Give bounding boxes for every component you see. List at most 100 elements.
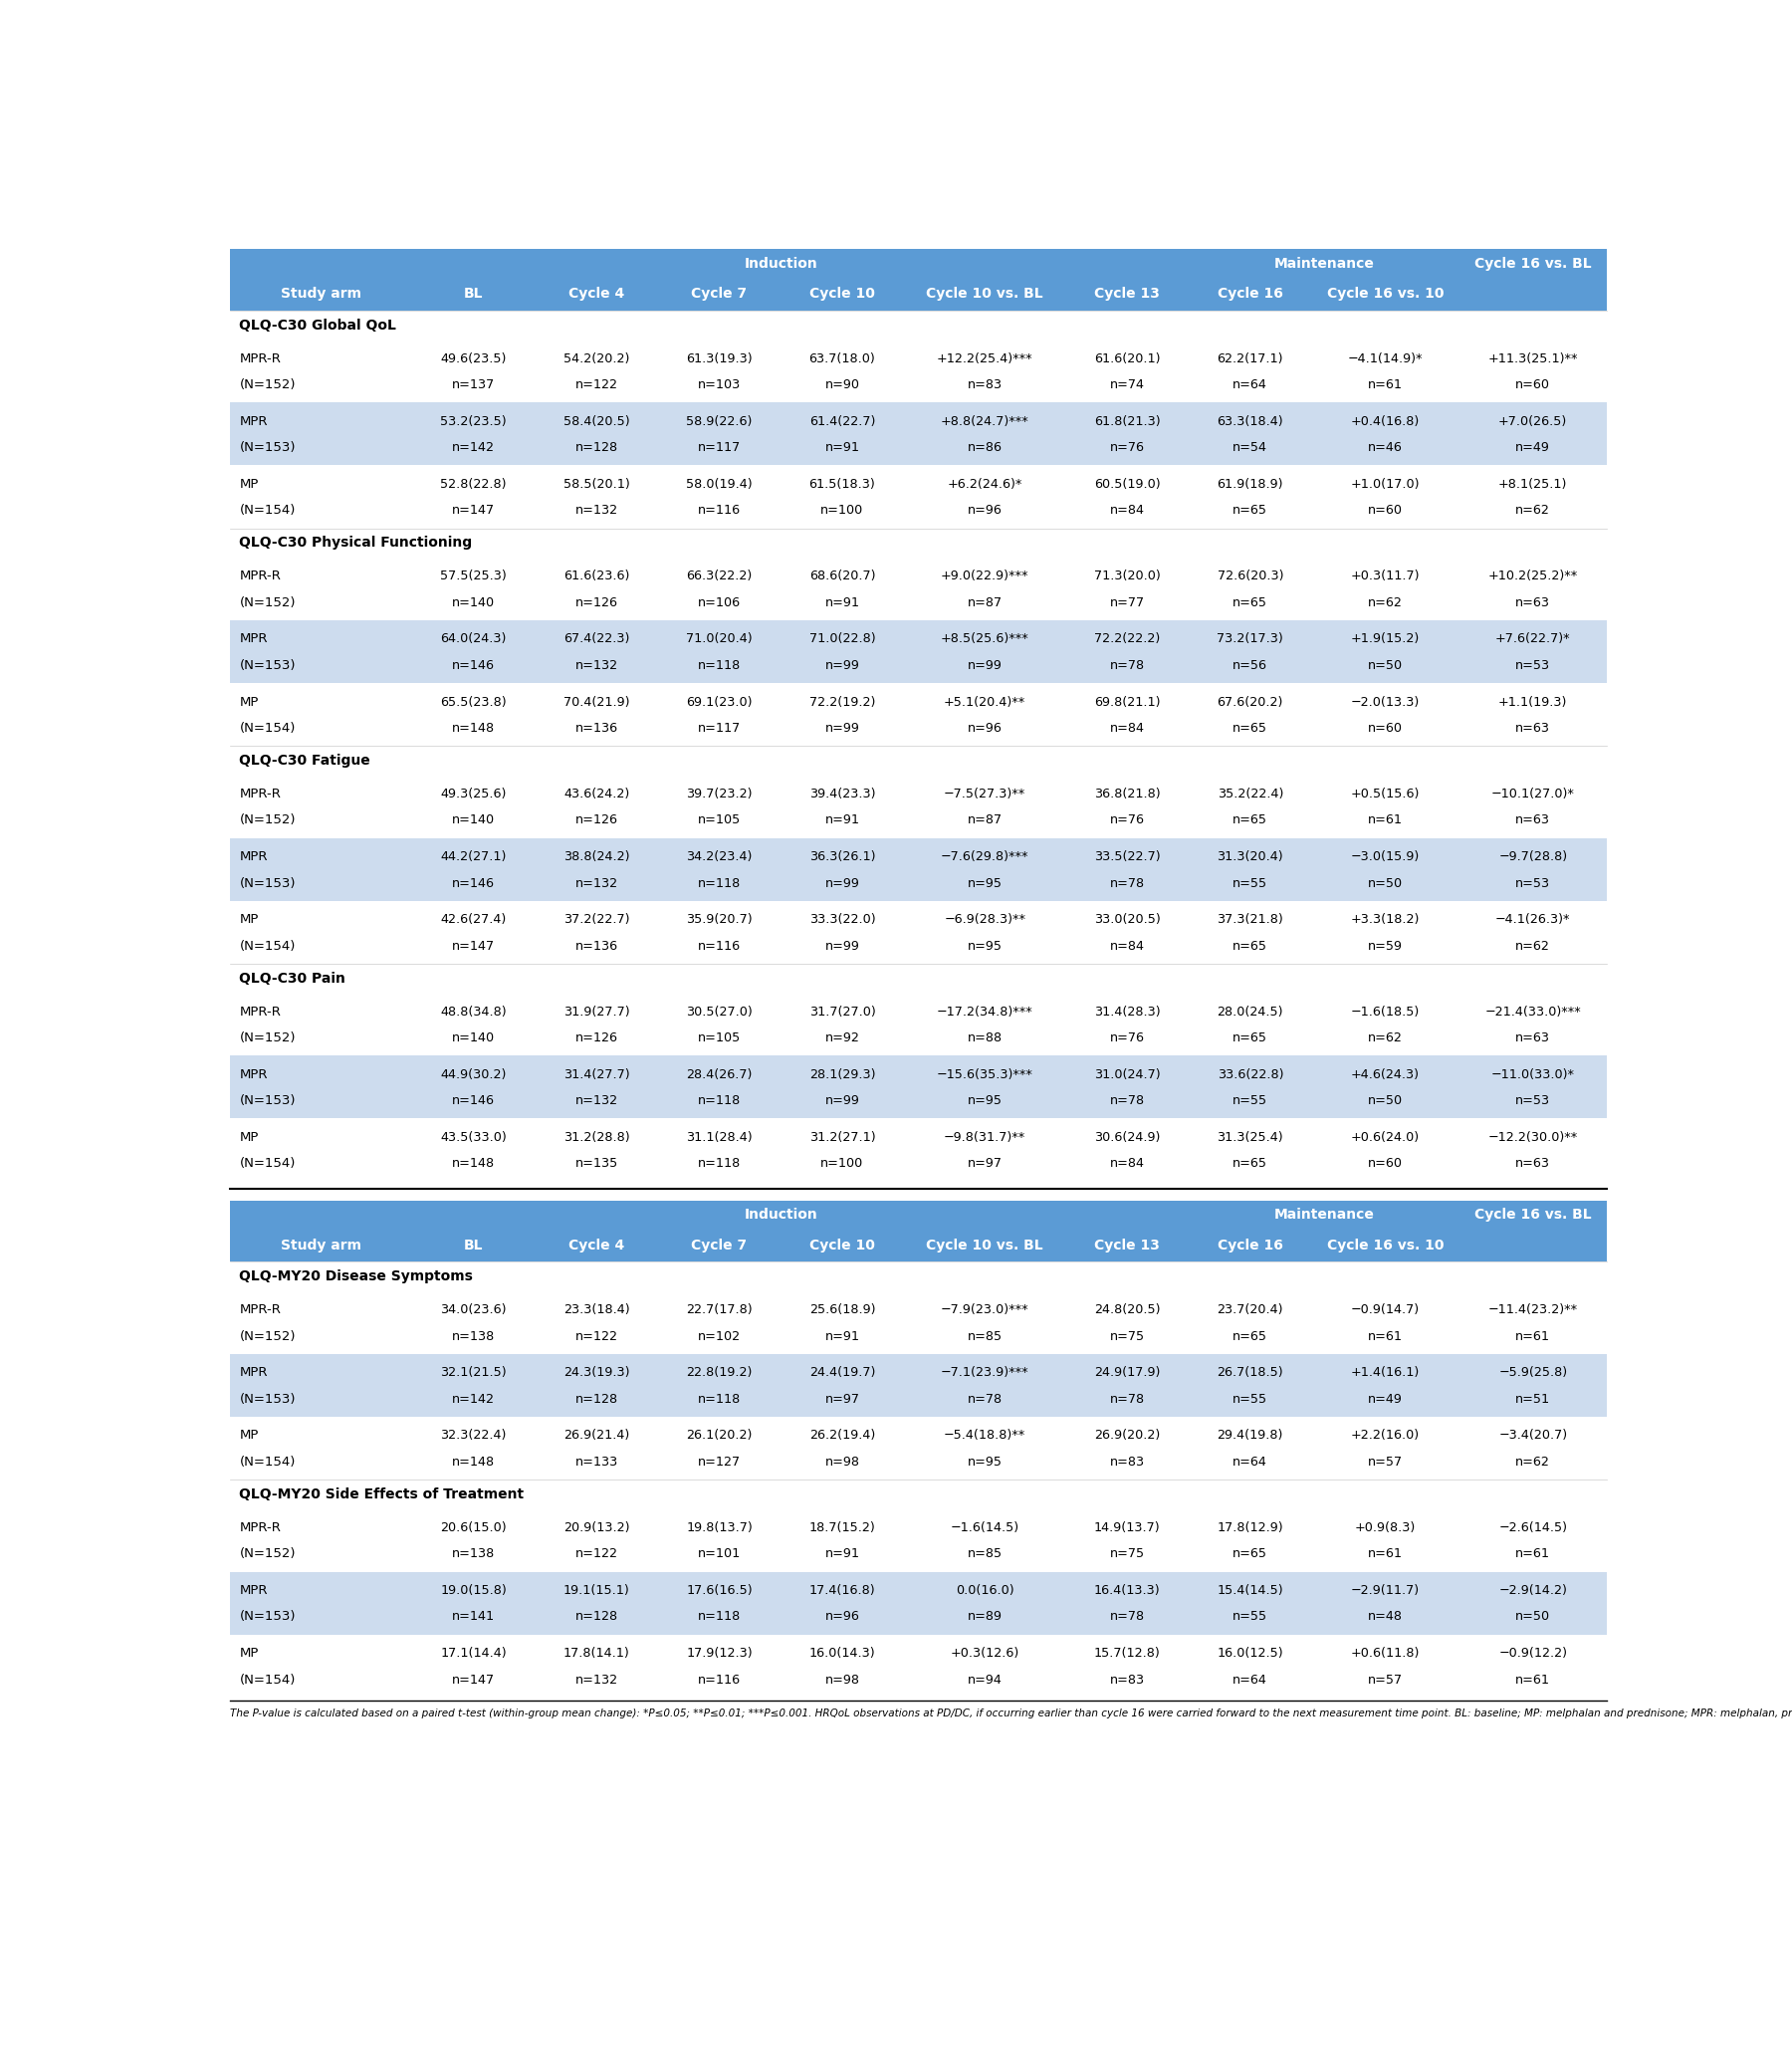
Text: −0.9(14.7): −0.9(14.7) — [1351, 1304, 1419, 1317]
Text: +0.4(16.8): +0.4(16.8) — [1351, 414, 1419, 429]
Bar — [229, 558, 1607, 619]
Text: 26.7(18.5): 26.7(18.5) — [1217, 1366, 1283, 1378]
Text: 24.8(20.5): 24.8(20.5) — [1095, 1304, 1161, 1317]
Text: QLQ-MY20 Disease Symptoms: QLQ-MY20 Disease Symptoms — [240, 1270, 473, 1284]
Text: Cycle 13: Cycle 13 — [1095, 287, 1159, 301]
Text: n=62: n=62 — [1367, 1032, 1403, 1044]
Text: 32.3(22.4): 32.3(22.4) — [441, 1430, 507, 1442]
Text: 49.6(23.5): 49.6(23.5) — [441, 353, 507, 365]
Text: n=97: n=97 — [968, 1157, 1002, 1171]
Text: n=50: n=50 — [1367, 876, 1403, 890]
Text: n=65: n=65 — [1233, 1032, 1267, 1044]
Text: +2.2(16.0): +2.2(16.0) — [1351, 1430, 1419, 1442]
Bar — [229, 683, 1607, 747]
Text: QLQ-C30 Fatigue: QLQ-C30 Fatigue — [240, 753, 371, 767]
Text: MPR-R: MPR-R — [240, 570, 281, 582]
Text: −7.6(29.8)***: −7.6(29.8)*** — [941, 851, 1029, 863]
Text: n=91: n=91 — [824, 1549, 860, 1561]
Text: 67.6(20.2): 67.6(20.2) — [1217, 695, 1283, 708]
Text: −4.1(14.9)*: −4.1(14.9)* — [1348, 353, 1423, 365]
Text: n=65: n=65 — [1233, 814, 1267, 827]
Text: 20.9(13.2): 20.9(13.2) — [563, 1522, 629, 1534]
Text: n=128: n=128 — [575, 1393, 618, 1405]
Text: 57.5(25.3): 57.5(25.3) — [441, 570, 507, 582]
Text: n=126: n=126 — [575, 1032, 618, 1044]
Text: (N=153): (N=153) — [240, 658, 296, 673]
Text: n=61: n=61 — [1516, 1674, 1550, 1686]
Text: (N=152): (N=152) — [240, 1032, 296, 1044]
Text: (N=154): (N=154) — [240, 939, 296, 952]
Bar — [229, 1635, 1607, 1698]
Text: n=74: n=74 — [1109, 379, 1145, 392]
Text: n=92: n=92 — [824, 1032, 860, 1044]
Text: 33.0(20.5): 33.0(20.5) — [1095, 913, 1161, 927]
Text: 36.3(26.1): 36.3(26.1) — [810, 851, 874, 863]
Text: n=63: n=63 — [1516, 1157, 1550, 1171]
Text: +4.6(24.3): +4.6(24.3) — [1351, 1069, 1419, 1081]
Text: n=63: n=63 — [1516, 814, 1550, 827]
Text: −9.8(31.7)**: −9.8(31.7)** — [944, 1130, 1025, 1144]
Text: n=50: n=50 — [1367, 658, 1403, 673]
Bar — [229, 248, 1607, 310]
Text: (N=154): (N=154) — [240, 722, 296, 734]
Text: n=148: n=148 — [452, 1157, 495, 1171]
Text: n=57: n=57 — [1367, 1674, 1403, 1686]
Text: Induction: Induction — [744, 256, 817, 271]
Text: n=63: n=63 — [1516, 1032, 1550, 1044]
Text: −4.1(26.3)*: −4.1(26.3)* — [1495, 913, 1570, 927]
Text: 31.9(27.7): 31.9(27.7) — [563, 1005, 629, 1017]
Bar — [229, 1261, 1607, 1290]
Text: 17.6(16.5): 17.6(16.5) — [686, 1583, 753, 1598]
Text: n=60: n=60 — [1367, 722, 1403, 734]
Text: 52.8(22.8): 52.8(22.8) — [441, 478, 507, 490]
Text: 16.0(12.5): 16.0(12.5) — [1217, 1647, 1283, 1659]
Text: Cycle 16 vs. 10: Cycle 16 vs. 10 — [1326, 1239, 1444, 1253]
Text: n=99: n=99 — [824, 658, 860, 673]
Text: 61.8(21.3): 61.8(21.3) — [1095, 414, 1161, 429]
Text: n=65: n=65 — [1233, 1329, 1267, 1343]
Text: n=105: n=105 — [697, 1032, 740, 1044]
Text: n=86: n=86 — [968, 441, 1002, 453]
Text: 20.6(15.0): 20.6(15.0) — [441, 1522, 507, 1534]
Text: 37.3(21.8): 37.3(21.8) — [1217, 913, 1283, 927]
Text: n=55: n=55 — [1233, 1095, 1267, 1108]
Text: n=135: n=135 — [575, 1157, 618, 1171]
Text: −3.0(15.9): −3.0(15.9) — [1351, 851, 1419, 863]
Bar — [229, 775, 1607, 839]
Text: 36.8(21.8): 36.8(21.8) — [1095, 788, 1161, 800]
Text: 28.1(29.3): 28.1(29.3) — [810, 1069, 874, 1081]
Text: 42.6(27.4): 42.6(27.4) — [441, 913, 507, 927]
Text: n=133: n=133 — [575, 1456, 618, 1469]
Text: n=96: n=96 — [968, 505, 1002, 517]
Bar — [229, 839, 1607, 900]
Text: Cycle 13: Cycle 13 — [1095, 1239, 1159, 1253]
Text: Cycle 10 vs. BL: Cycle 10 vs. BL — [926, 287, 1043, 301]
Text: n=76: n=76 — [1109, 814, 1145, 827]
Text: n=140: n=140 — [452, 597, 495, 609]
Text: n=105: n=105 — [697, 814, 740, 827]
Text: n=100: n=100 — [821, 505, 864, 517]
Text: (N=153): (N=153) — [240, 1610, 296, 1624]
Text: 73.2(17.3): 73.2(17.3) — [1217, 632, 1283, 646]
Bar — [229, 1510, 1607, 1571]
Text: 23.7(20.4): 23.7(20.4) — [1217, 1304, 1283, 1317]
Text: n=53: n=53 — [1516, 876, 1550, 890]
Text: n=140: n=140 — [452, 1032, 495, 1044]
Text: 17.9(12.3): 17.9(12.3) — [686, 1647, 753, 1659]
Text: n=138: n=138 — [452, 1549, 495, 1561]
Text: n=61: n=61 — [1516, 1549, 1550, 1561]
Text: +1.4(16.1): +1.4(16.1) — [1351, 1366, 1419, 1378]
Text: −7.5(27.3)**: −7.5(27.3)** — [944, 788, 1025, 800]
Text: QLQ-C30 Global QoL: QLQ-C30 Global QoL — [240, 318, 396, 332]
Text: −7.1(23.9)***: −7.1(23.9)*** — [941, 1366, 1029, 1378]
Text: n=147: n=147 — [452, 1674, 495, 1686]
Text: −2.9(11.7): −2.9(11.7) — [1351, 1583, 1419, 1598]
Text: −6.9(28.3)**: −6.9(28.3)** — [944, 913, 1025, 927]
Text: (N=152): (N=152) — [240, 1549, 296, 1561]
Text: −10.1(27.0)*: −10.1(27.0)* — [1491, 788, 1575, 800]
Text: 18.7(15.2): 18.7(15.2) — [808, 1522, 876, 1534]
Text: MPR-R: MPR-R — [240, 1304, 281, 1317]
Text: 39.4(23.3): 39.4(23.3) — [810, 788, 874, 800]
Text: 44.2(27.1): 44.2(27.1) — [441, 851, 507, 863]
Text: Cycle 16 vs. 10: Cycle 16 vs. 10 — [1326, 287, 1444, 301]
